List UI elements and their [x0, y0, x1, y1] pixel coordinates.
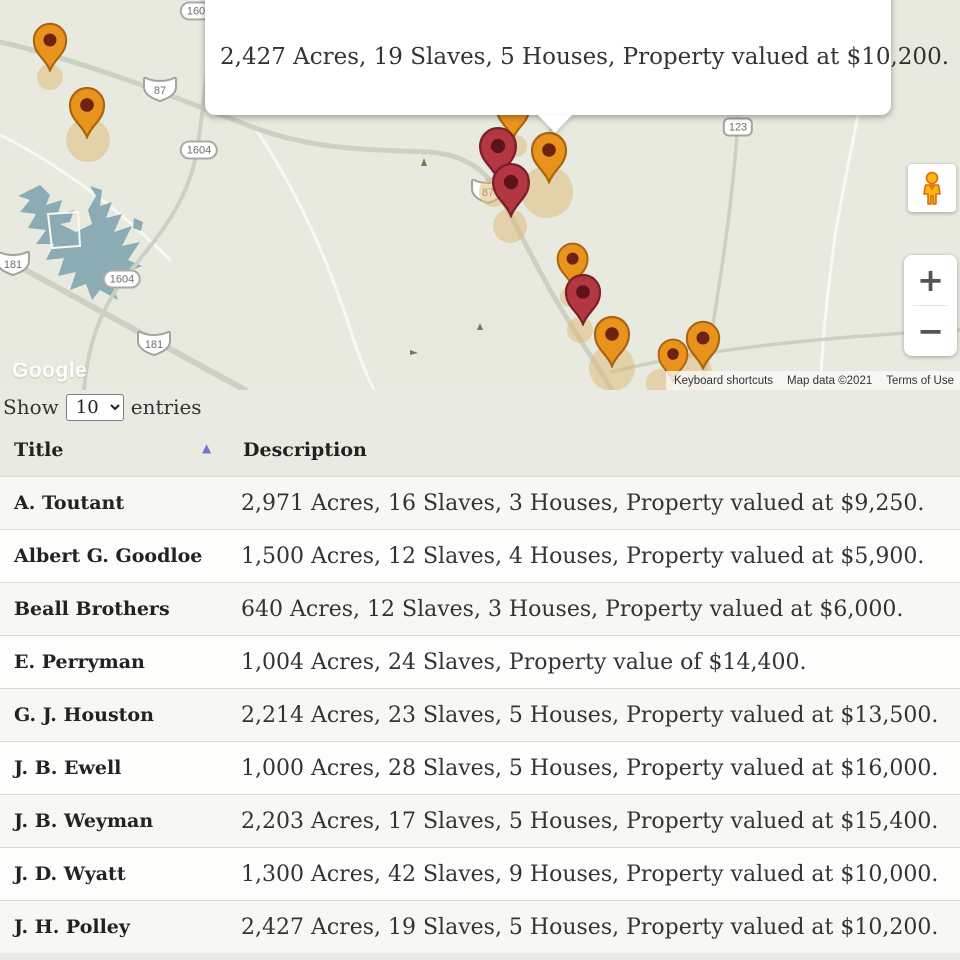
svg-text:181: 181 — [145, 339, 163, 351]
table-row[interactable]: A. Toutant 2,971 Acres, 16 Slaves, 3 Hous… — [0, 476, 960, 530]
page-size-select[interactable]: 10 — [65, 393, 124, 421]
row-description: 1,300 Acres, 42 Slaves, 9 Houses, Proper… — [241, 861, 939, 887]
zoom-divider — [913, 305, 948, 306]
data-table: Title ▲ Description A. Toutant 2,971 Acre… — [0, 424, 960, 953]
table-row[interactable]: J. B. Weyman 2,203 Acres, 17 Slaves, 5 Ho… — [0, 794, 960, 848]
row-description: 2,214 Acres, 23 Slaves, 5 Houses, Proper… — [241, 702, 939, 728]
svg-text:87: 87 — [154, 85, 166, 97]
terms-of-use-link[interactable]: Terms of Use — [886, 374, 954, 387]
row-title: J. B. Ewell — [14, 757, 122, 779]
row-description: 1,004 Acres, 24 Slaves, Property value o… — [241, 649, 807, 675]
map[interactable]: 160871604181160418187123 J. H. Polley 2,… — [0, 0, 960, 390]
marker-layer: 160871604181160418187123 — [0, 0, 960, 390]
map-marker-orange[interactable] — [592, 314, 632, 372]
map-marker-red[interactable] — [563, 272, 603, 330]
row-description: 2,203 Acres, 17 Slaves, 5 Houses, Proper… — [241, 808, 939, 834]
table-row[interactable]: J. B. Ewell 1,000 Acres, 28 Slaves, 5 Hou… — [0, 741, 960, 795]
entries-label: entries — [130, 395, 202, 419]
row-title: A. Toutant — [14, 492, 125, 514]
row-description: 1,500 Acres, 12 Slaves, 4 Houses, Proper… — [241, 543, 925, 569]
map-marker-orange[interactable] — [555, 241, 590, 293]
row-title: Albert G. Goodloe — [14, 545, 203, 567]
row-description: 1,000 Acres, 28 Slaves, 5 Houses, Proper… — [241, 755, 939, 781]
route-shield-87: 87 — [143, 73, 177, 103]
zoom-control: + − — [904, 255, 957, 356]
map-attribution: Keyboard shortcuts Map data ©2021 Terms … — [665, 371, 960, 390]
keyboard-shortcuts-button[interactable]: Keyboard shortcuts — [673, 374, 774, 387]
route-shield-181: 181 — [0, 247, 30, 277]
map-marker-orange[interactable] — [31, 21, 69, 76]
row-description: 2,427 Acres, 19 Slaves, 5 Houses, Proper… — [241, 914, 939, 940]
zoom-out-button[interactable]: − — [917, 312, 944, 350]
map-data-label: Map data ©2021 — [787, 374, 873, 387]
row-title: G. J. Houston — [14, 704, 154, 726]
title-column-label: Title — [14, 439, 64, 461]
map-marker-red[interactable] — [490, 161, 532, 222]
map-marker-orange[interactable] — [684, 319, 722, 374]
show-label: Show — [3, 395, 59, 419]
sort-asc-icon: ▲ — [202, 441, 212, 455]
table-body: A. Toutant 2,971 Acres, 16 Slaves, 3 Hous… — [0, 476, 960, 953]
route-shield-1604: 1604 — [179, 140, 219, 160]
table-row[interactable]: E. Perryman 1,004 Acres, 24 Slaves, Prope… — [0, 635, 960, 689]
map-marker-red[interactable] — [477, 125, 519, 186]
route-shield-1604: 1604 — [102, 269, 142, 289]
column-header-description[interactable]: Description — [229, 424, 960, 477]
table-length-control: Show 10 entries — [0, 390, 960, 424]
row-title: J. D. Wyatt — [14, 863, 126, 885]
pegman-icon — [923, 171, 941, 205]
google-logo[interactable]: Google — [12, 359, 88, 382]
map-marker-orange[interactable] — [67, 85, 107, 143]
description-column-label: Description — [243, 439, 367, 461]
route-shield-123: 123 — [722, 117, 754, 137]
row-title: J. B. Weyman — [14, 810, 154, 832]
table-header-row: Title ▲ Description — [0, 424, 960, 477]
column-header-title[interactable]: Title ▲ — [0, 424, 229, 477]
route-shield-181: 181 — [137, 327, 171, 357]
table-row[interactable]: J. H. Polley 2,427 Acres, 19 Slaves, 5 Ho… — [0, 900, 960, 953]
map-info-window: J. H. Polley 2,427 Acres, 19 Slaves, 5 H… — [205, 0, 949, 133]
map-marker-orange[interactable] — [656, 337, 690, 387]
zoom-in-button[interactable]: + — [917, 261, 944, 299]
row-description: 640 Acres, 12 Slaves, 3 Houses, Property… — [241, 596, 904, 622]
table-row[interactable]: G. J. Houston 2,214 Acres, 23 Slaves, 5 H… — [0, 688, 960, 742]
row-title: J. H. Polley — [14, 916, 130, 938]
route-shield-160: 160 — [179, 1, 213, 21]
row-description: 2,971 Acres, 16 Slaves, 3 Houses, Proper… — [241, 490, 925, 516]
row-title: Beall Brothers — [14, 598, 170, 620]
info-window-description: 2,427 Acres, 19 Slaves, 5 Houses, Proper… — [220, 44, 950, 70]
table-row[interactable]: Beall Brothers 640 Acres, 12 Slaves, 3 Ho… — [0, 582, 960, 636]
table-row[interactable]: Albert G. Goodloe 1,500 Acres, 12 Slaves,… — [0, 529, 960, 583]
table-row[interactable]: J. D. Wyatt 1,300 Acres, 42 Slaves, 9 Hou… — [0, 847, 960, 901]
map-marker-orange[interactable] — [529, 130, 569, 188]
svg-text:181: 181 — [4, 259, 22, 271]
pegman-button[interactable] — [908, 164, 956, 212]
row-title: E. Perryman — [14, 651, 145, 673]
info-window-tail — [538, 115, 572, 133]
marker-radius-circle — [567, 317, 593, 343]
